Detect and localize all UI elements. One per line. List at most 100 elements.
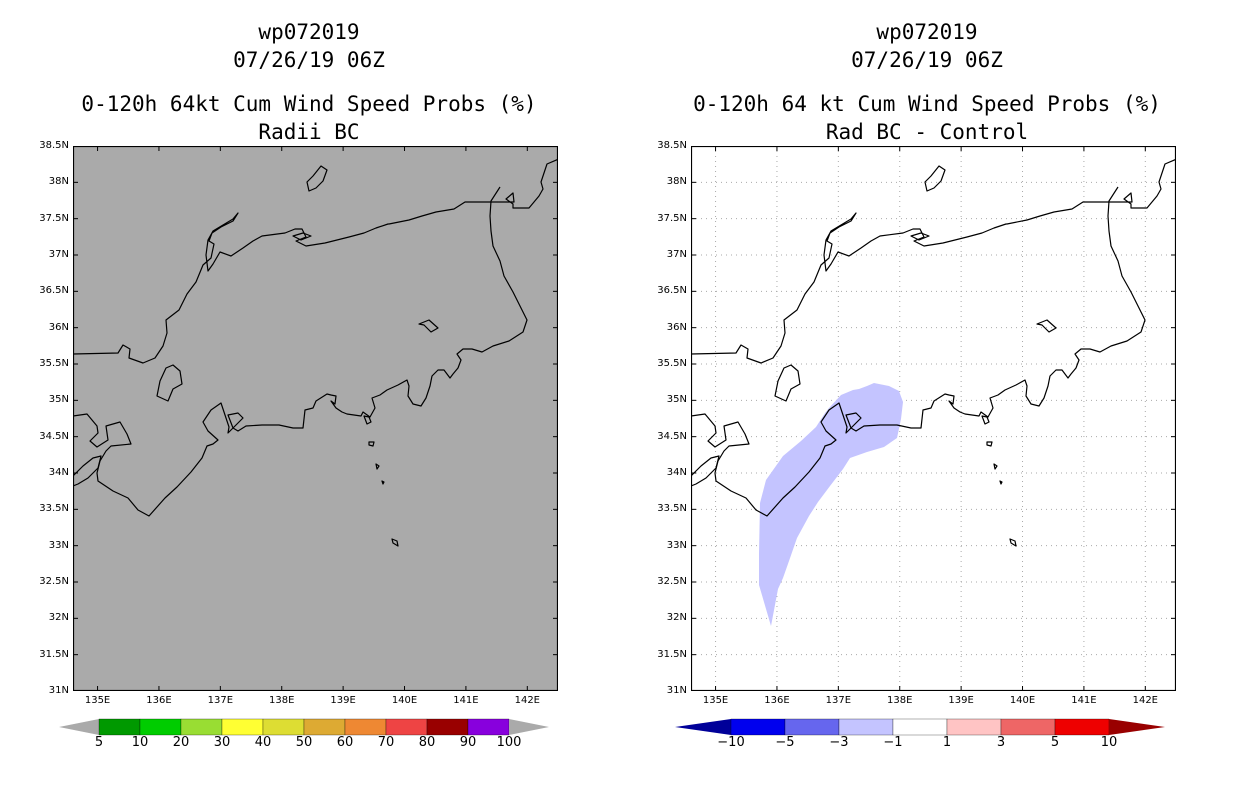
coastline-segment-3 bbox=[306, 165, 328, 192]
colorbar-swatch-9 bbox=[467, 718, 510, 736]
lat-label: 33N bbox=[48, 539, 69, 551]
colorbar-label: 30 bbox=[213, 735, 231, 750]
subtitle: Radii BC bbox=[258, 120, 360, 144]
coastline-segment-9 bbox=[381, 480, 385, 485]
lon-label: 142E bbox=[514, 695, 540, 706]
coastline-segment-1 bbox=[691, 186, 1146, 517]
coastline-segment-3 bbox=[924, 165, 946, 192]
coastline-segment-4 bbox=[774, 364, 801, 402]
colorbar-swatch-8 bbox=[426, 718, 469, 736]
colorbar-swatch-4 bbox=[262, 718, 305, 736]
coastline-segment-2 bbox=[292, 232, 312, 241]
colorbar-label: 10 bbox=[131, 735, 149, 750]
lat-label: 33.5N bbox=[657, 503, 687, 515]
coastline-segment-10 bbox=[1009, 538, 1017, 547]
coastline-segment-10 bbox=[391, 538, 399, 547]
lon-label: 136E bbox=[764, 695, 790, 706]
lon-label: 136E bbox=[146, 695, 172, 706]
lat-label: 31N bbox=[666, 685, 687, 696]
lon-label: 139E bbox=[330, 695, 356, 706]
colorbar-label: 50 bbox=[295, 735, 313, 750]
coastline bbox=[691, 158, 1176, 547]
colorbar-swatch-3 bbox=[221, 718, 264, 736]
colorbar-swatch-6 bbox=[1054, 718, 1110, 736]
right-panel: wp072019 07/26/19 06Z 0-120h 64 kt Cum W… bbox=[618, 0, 1236, 800]
colorbar-swatch-2 bbox=[838, 718, 894, 736]
lat-label: 35.5N bbox=[39, 358, 69, 369]
colorbar-right bbox=[675, 718, 1165, 736]
lon-label: 142E bbox=[1132, 695, 1158, 706]
colorbar-end-low bbox=[59, 719, 99, 735]
date-title: 07/26/19 06Z bbox=[851, 48, 1003, 72]
storm-id-title: wp072019 bbox=[876, 20, 978, 44]
colorbar-swatch-6 bbox=[344, 718, 387, 736]
colorbar-swatch-2 bbox=[180, 718, 223, 736]
colorbar-swatch-5 bbox=[303, 718, 346, 736]
lat-label: 37.5N bbox=[39, 212, 69, 224]
date-title: 07/26/19 06Z bbox=[233, 48, 385, 72]
lat-label: 35.5N bbox=[657, 358, 687, 369]
colorbar-label: 5 bbox=[1050, 735, 1060, 750]
lat-label: 33N bbox=[666, 539, 687, 551]
coastline-segment-8 bbox=[993, 463, 998, 470]
lat-label: 37N bbox=[666, 249, 687, 260]
colorbar-label: 1 bbox=[942, 735, 952, 750]
storm-id-title: wp072019 bbox=[258, 20, 360, 44]
coastline-segment-6 bbox=[363, 415, 372, 425]
lat-label: 38.5N bbox=[39, 140, 69, 151]
lat-label: 31.5N bbox=[657, 648, 687, 660]
colorbar-swatch-1 bbox=[139, 718, 182, 736]
colorbar-swatch-1 bbox=[784, 718, 840, 736]
lat-label: 34N bbox=[48, 467, 69, 478]
coastline-segment-2 bbox=[910, 232, 930, 241]
lat-label: 35N bbox=[48, 394, 69, 406]
colorbar-label: 10 bbox=[1100, 735, 1118, 750]
lat-label: 32N bbox=[48, 612, 69, 624]
colorbar-label: −10 bbox=[717, 735, 745, 750]
coastline-segment-7 bbox=[368, 441, 375, 447]
coastline-segment-0 bbox=[73, 158, 558, 364]
coastline-segment-4 bbox=[156, 364, 183, 402]
lat-label: 36N bbox=[48, 321, 69, 333]
lon-label: 141E bbox=[1071, 695, 1097, 706]
lat-label: 32.5N bbox=[39, 576, 69, 587]
lat-label: 35N bbox=[666, 394, 687, 406]
coastline-segment-11 bbox=[418, 319, 439, 333]
lon-label: 138E bbox=[269, 695, 295, 706]
lat-label: 32N bbox=[666, 612, 687, 624]
coastline-segment-7 bbox=[986, 441, 993, 447]
lat-label: 33.5N bbox=[39, 503, 69, 515]
lat-label: 38N bbox=[666, 176, 687, 188]
lon-label: 138E bbox=[887, 695, 913, 706]
map-background bbox=[691, 146, 1176, 691]
product-title: 0-120h 64 kt Cum Wind Speed Probs (%) bbox=[693, 92, 1161, 116]
colorbar-label: 100 bbox=[496, 735, 522, 750]
colorbar-swatch-4 bbox=[946, 718, 1002, 736]
map-right bbox=[691, 146, 1176, 691]
colorbar-swatch-7 bbox=[385, 718, 428, 736]
left-panel: wp072019 07/26/19 06Z 0-120h 64kt Cum Wi… bbox=[39, 20, 558, 750]
colorbar-label: 3 bbox=[996, 735, 1006, 750]
lon-label: 141E bbox=[453, 695, 479, 706]
coastline-segment-6 bbox=[981, 415, 990, 425]
lon-label: 135E bbox=[702, 695, 729, 706]
lat-label: 34.5N bbox=[39, 430, 69, 442]
colorbar-swatch-0 bbox=[730, 718, 786, 736]
colorbar-label: 40 bbox=[254, 735, 272, 750]
coastline-segment-5 bbox=[73, 455, 102, 487]
lat-label: 32.5N bbox=[657, 576, 687, 587]
colorbar-label: −1 bbox=[883, 735, 903, 750]
subtitle: Rad BC - Control bbox=[825, 120, 1029, 144]
coastline-segment-8 bbox=[375, 463, 380, 470]
colorbar-swatch-3 bbox=[892, 718, 948, 736]
lat-label: 37N bbox=[48, 249, 69, 260]
lat-label: 38N bbox=[48, 176, 69, 188]
colorbar-left bbox=[59, 718, 549, 736]
map-background bbox=[73, 146, 558, 691]
colorbar-label: 90 bbox=[459, 735, 477, 750]
colorbar-label: −3 bbox=[829, 735, 849, 750]
lat-label: 34.5N bbox=[657, 430, 687, 442]
coastline bbox=[73, 158, 558, 547]
lon-label: 140E bbox=[1009, 695, 1036, 706]
lat-label: 36.5N bbox=[657, 285, 687, 297]
